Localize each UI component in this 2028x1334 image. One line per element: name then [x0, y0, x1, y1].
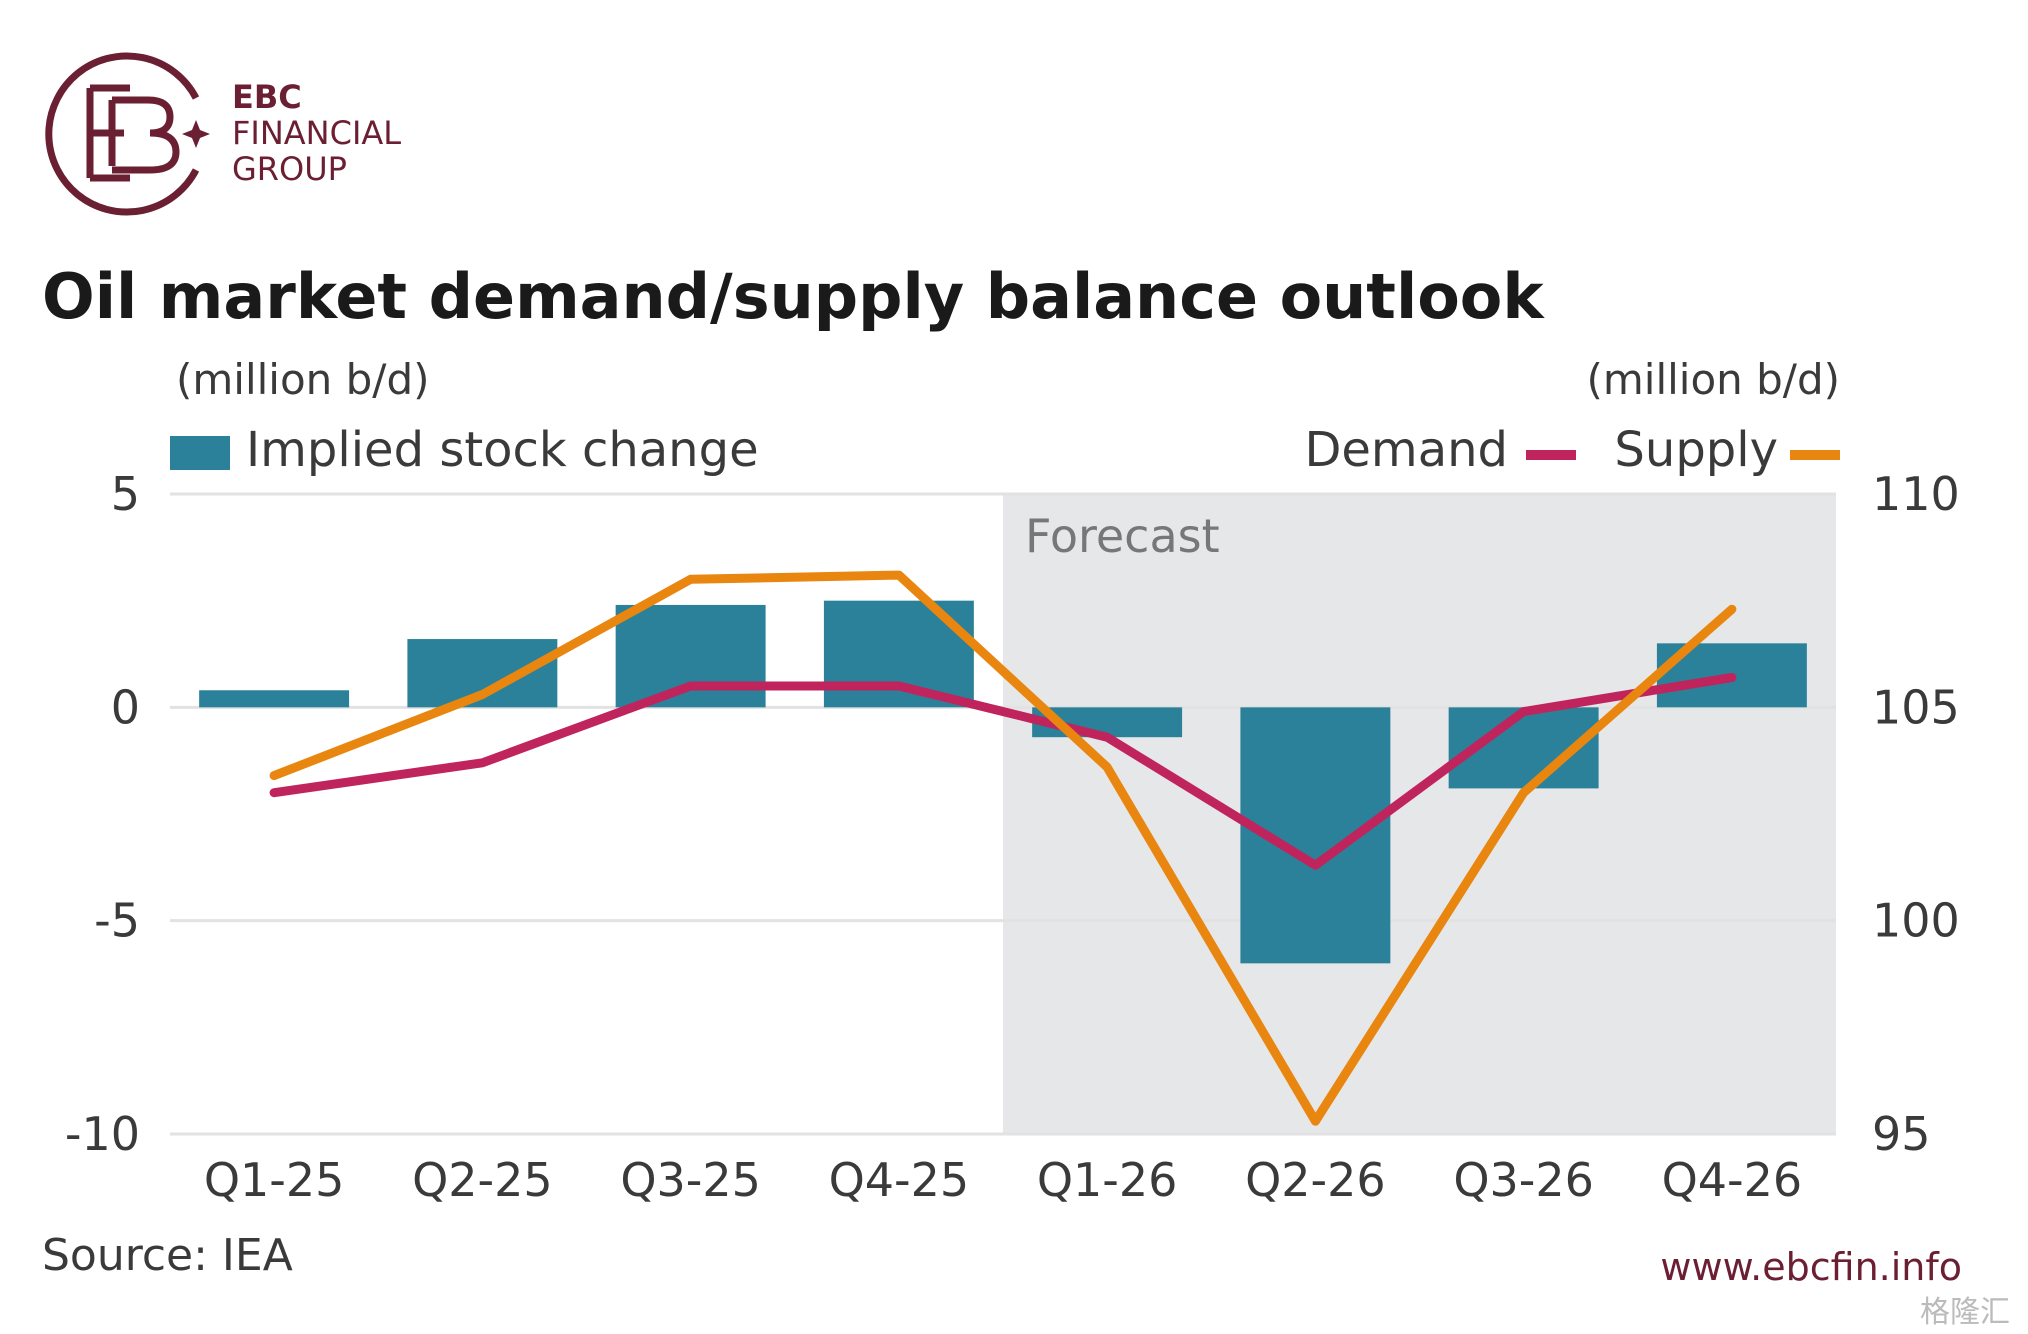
x-tick-label: Q2-25: [412, 1153, 553, 1207]
legend-swatch-demand: [1526, 450, 1576, 460]
left-axis-ticks: 5 0 -5 -10: [65, 467, 140, 1161]
x-axis-ticks: Q1-25 Q2-25 Q3-25 Q4-25 Q1-26 Q2-26 Q3-26 Q4-26: [204, 1153, 1802, 1207]
chart-title: Oil market demand/supply balance outlook: [42, 260, 1545, 333]
brand-line-3: GROUP: [232, 150, 347, 188]
legend-swatch-stock-change: [170, 436, 230, 470]
x-tick-label: Q4-25: [829, 1153, 970, 1207]
left-tick-label: 0: [111, 680, 140, 734]
left-axis-unit: (million b/d): [176, 355, 430, 404]
website-url: www.ebcfin.info: [1660, 1245, 1962, 1289]
forecast-shade: [1003, 494, 1836, 1134]
legend-label-demand: Demand: [1304, 422, 1508, 478]
ebc-logo-sparkle-icon: [182, 120, 210, 148]
ebc-logo: EBC FINANCIAL GROUP: [45, 52, 401, 216]
forecast-label: Forecast: [1025, 509, 1220, 563]
right-axis-ticks: 110 105 100 95: [1872, 467, 1960, 1161]
lines-demand-supply: [269, 570, 1737, 1126]
x-tick-label: Q4-26: [1662, 1153, 1803, 1207]
right-tick-label: 110: [1872, 467, 1960, 521]
legend-label-stock-change: Implied stock change: [246, 422, 759, 478]
bar-q3-25: [615, 604, 766, 708]
left-tick-label: -10: [65, 1107, 140, 1161]
right-tick-label: 105: [1872, 680, 1960, 734]
x-tick-label: Q3-26: [1453, 1153, 1594, 1207]
brand-line-2: FINANCIAL: [232, 114, 401, 152]
ebc-logo-ring-icon: [45, 52, 200, 216]
x-tick-label: Q3-25: [620, 1153, 761, 1207]
legend-swatch-supply: [1790, 450, 1840, 460]
right-axis-unit: (million b/d): [1587, 355, 1841, 404]
right-tick-label: 100: [1872, 894, 1960, 948]
left-tick-label: -5: [94, 894, 140, 948]
x-tick-label: Q1-25: [204, 1153, 345, 1207]
legend: Implied stock change Demand Supply: [170, 422, 1840, 478]
line-supply: [269, 570, 1737, 1126]
legend-label-supply: Supply: [1614, 422, 1778, 478]
left-tick-label: 5: [111, 467, 140, 521]
bar-q4-25: [823, 600, 974, 708]
forecast-region: Forecast: [1003, 494, 1836, 1134]
source-note: Source: IEA: [42, 1230, 293, 1281]
x-tick-label: Q1-26: [1037, 1153, 1178, 1207]
x-tick-label: Q2-26: [1245, 1153, 1386, 1207]
brand-line-1: EBC: [232, 78, 302, 116]
right-tick-label: 95: [1872, 1107, 1931, 1161]
ebc-logo-monogram-icon: [86, 84, 180, 182]
line-demand: [269, 673, 1737, 870]
watermark-text: 格隆汇: [1920, 1295, 2010, 1330]
bar-q1-25: [199, 690, 350, 708]
